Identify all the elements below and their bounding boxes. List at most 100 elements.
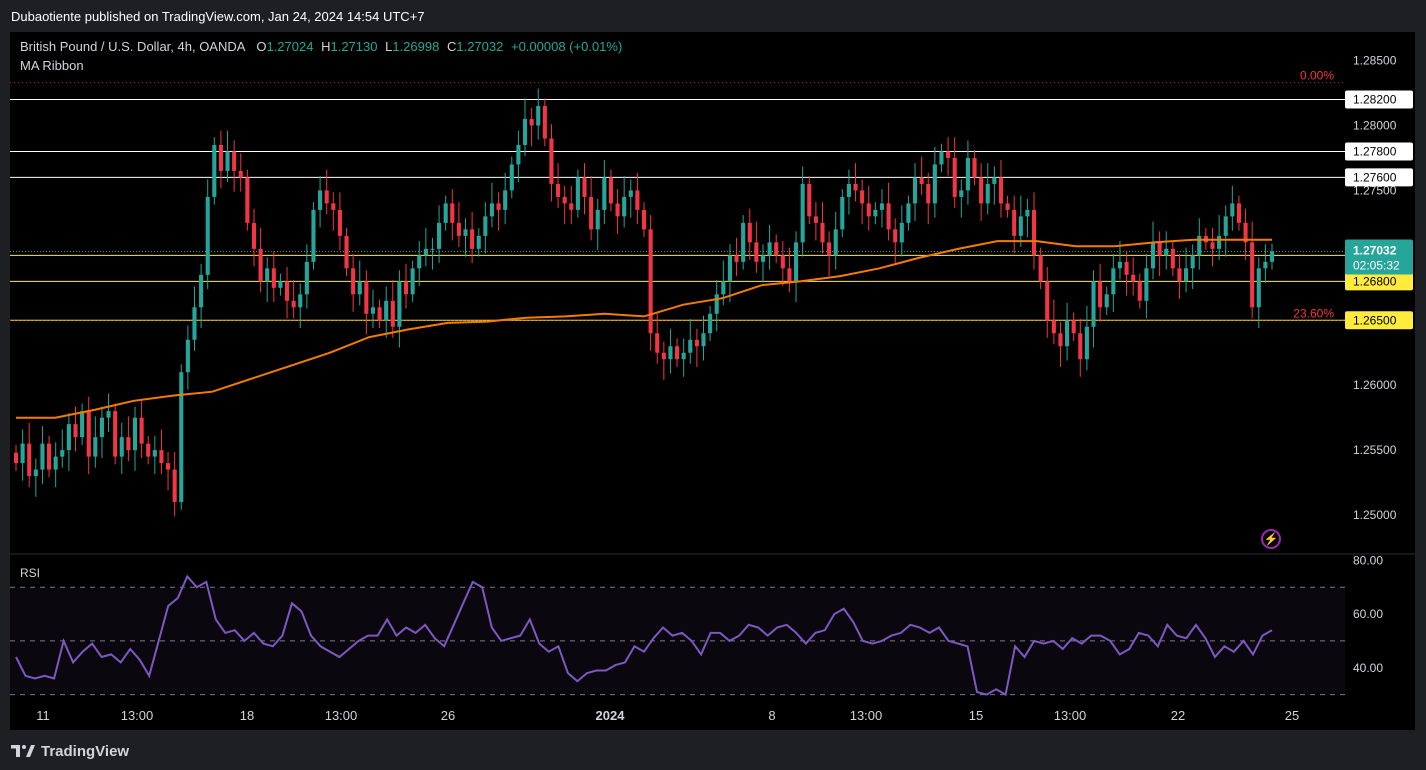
candle-body: [648, 229, 653, 334]
candle-body: [93, 437, 98, 457]
candle-body: [912, 177, 918, 204]
lightning-icon[interactable]: ⚡: [1261, 529, 1281, 549]
candle-body: [1210, 242, 1215, 249]
candle-body: [661, 352, 666, 360]
last-price-value: 1.27032: [1353, 243, 1397, 257]
candle-body: [139, 417, 144, 444]
candle-body: [608, 177, 613, 204]
chart-frame[interactable]: 0.00% 23.60% 1.28500 1.28000 1.27500 1.26000…: [10, 32, 1415, 730]
candle-body: [549, 138, 554, 184]
candle-body: [165, 463, 171, 470]
legend-high-label: H: [321, 39, 331, 54]
time-axis-tick: 11: [36, 708, 50, 723]
candle-body: [800, 183, 805, 243]
time-axis-tick: 2024: [596, 708, 626, 723]
rsi-axis-tick: 80.00: [1353, 553, 1383, 567]
legend-low-value: 1.26998: [392, 39, 440, 54]
candle-body: [655, 333, 660, 353]
legend-close-label: C: [446, 39, 457, 54]
legend-symbol: British Pound / U.S. Dollar, 4h, OANDA: [20, 39, 245, 54]
level-tag-label: 1.27600: [1353, 170, 1397, 184]
price-axis-tick: 1.27500: [1353, 183, 1397, 197]
candle-body: [1091, 281, 1096, 327]
candle-body: [33, 469, 38, 477]
rsi-line: [15, 574, 1273, 697]
candle-body: [146, 443, 151, 457]
candle-body: [1111, 268, 1116, 295]
candle-body: [265, 268, 270, 282]
candle-body: [932, 164, 937, 204]
candle-body: [417, 255, 422, 269]
chart-svg[interactable]: 0.00% 23.60% 1.28500 1.28000 1.27500 1.26000…: [10, 32, 1415, 730]
candle-body: [357, 281, 362, 295]
candle-body: [1230, 203, 1235, 217]
candle-body: [403, 281, 409, 295]
chart-legend: British Pound / U.S. Dollar, 4h, OANDA O…: [20, 39, 622, 54]
candle-body: [132, 417, 138, 451]
candle-body: [304, 261, 309, 295]
candle-body: [807, 183, 812, 217]
bar-countdown: 02:05:32: [1353, 258, 1400, 272]
candle-body: [483, 216, 488, 236]
candle-body: [840, 196, 845, 230]
levels-layer: 0.00% 23.60%: [10, 69, 1415, 555]
candle-body: [437, 222, 442, 249]
candle-body: [509, 164, 514, 191]
tradingview-logo[interactable]: TradingView: [11, 743, 129, 760]
candle-body: [423, 248, 428, 256]
candle-body: [879, 203, 885, 210]
candle-body: [1263, 261, 1268, 269]
candle-body: [721, 281, 726, 295]
candle-body: [846, 183, 851, 197]
candle-body: [370, 307, 376, 314]
candle-body: [1018, 216, 1023, 236]
top-bar: Dubaotiente published on TradingView.com…: [0, 0, 1426, 32]
rsi-layer: [15, 574, 1273, 697]
candle-body: [278, 281, 283, 288]
candle-body: [1197, 235, 1202, 256]
legend-close-value: 1.27032: [456, 39, 504, 54]
candle-body: [694, 339, 699, 347]
candle-body: [225, 151, 230, 171]
candle-body: [192, 307, 197, 340]
candle-body: [27, 443, 32, 477]
candle-body: [463, 229, 468, 236]
candle-body: [212, 144, 217, 197]
candle-body: [1223, 216, 1228, 236]
ma-line: [16, 238, 1272, 419]
candle-body: [199, 274, 204, 308]
candle-body: [450, 203, 455, 223]
price-axis-tick: 1.28500: [1353, 54, 1397, 68]
candle-body: [205, 196, 210, 275]
candle-body: [20, 443, 25, 464]
candle-body: [1005, 203, 1010, 210]
candle-body: [185, 339, 190, 373]
candle-body: [985, 183, 990, 204]
candle-body: [939, 151, 944, 165]
candle-body: [351, 268, 356, 295]
candle-body: [377, 307, 382, 321]
candle-body: [1164, 248, 1169, 256]
candle-body: [615, 203, 620, 217]
tradingview-logo-icon: [11, 745, 35, 757]
candle-body: [681, 352, 686, 360]
candle-body: [284, 281, 290, 301]
candle-body: [1269, 251, 1275, 262]
candle-body: [410, 268, 415, 295]
candle-body: [1071, 320, 1076, 334]
time-axis-tick: 13:00: [121, 708, 154, 723]
candle-body: [741, 222, 746, 262]
candle-body: [529, 119, 534, 126]
candle-body: [522, 119, 528, 145]
candle-body: [542, 106, 547, 139]
indicator-label-rsi[interactable]: RSI: [20, 566, 41, 580]
candle-body: [813, 216, 818, 223]
candle-body: [476, 235, 481, 249]
candle-body: [152, 450, 157, 457]
candle-body: [754, 242, 759, 262]
candle-body: [443, 203, 448, 223]
candle-body: [397, 281, 402, 327]
candle-body: [536, 106, 541, 126]
level-tag: [1345, 90, 1413, 109]
indicator-label-ma-ribbon[interactable]: MA Ribbon: [20, 58, 84, 73]
